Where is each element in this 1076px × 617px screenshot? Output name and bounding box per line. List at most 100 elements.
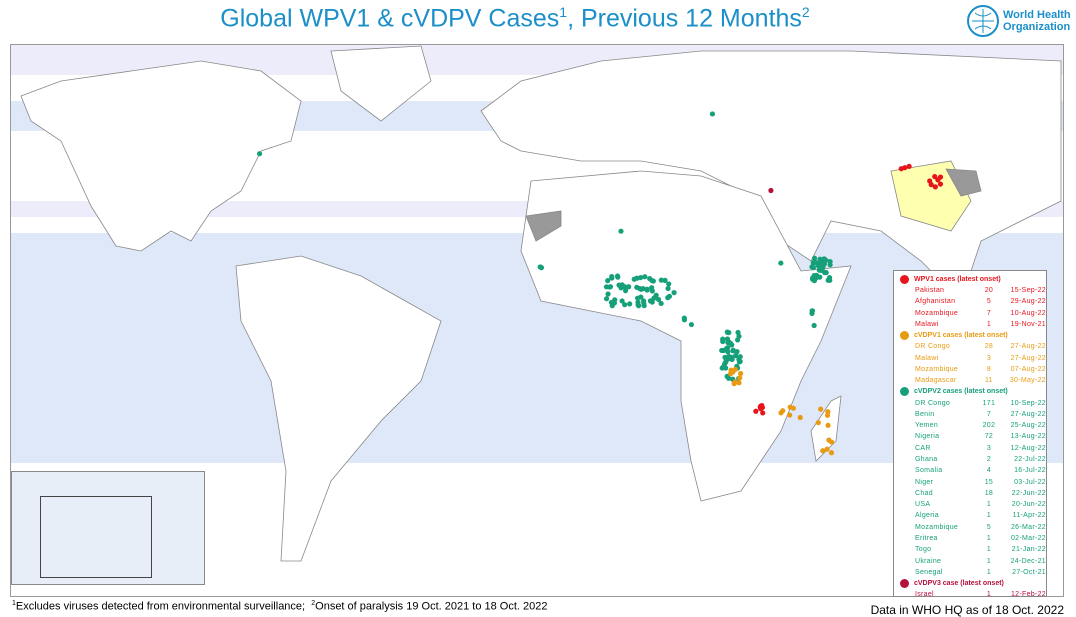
legend-dot-icon [900,275,909,284]
inset-frame [40,496,152,578]
western-sahara [525,210,562,242]
case-count: 1 [986,321,992,329]
page-title: Global WPV1 & cVDPV Cases1, Previous 12 … [0,4,1030,33]
footnote-text2: Onset of paralysis 19 Oct. 2021 to 18 Oc… [315,600,548,613]
legend-row: Togo 1 21-Jan-22 [894,544,1046,555]
latest-onset: 12-Feb-22 [1010,591,1046,599]
nigeria-case-dot [607,284,613,290]
case-count: 18 [984,489,994,497]
legend-row: Madagascar 11 30-May-22 [894,375,1046,386]
latest-onset: 30-May-22 [1009,377,1046,385]
yemen-case-dot [823,269,829,275]
case-count: 4 [986,467,992,475]
case-count: 1 [986,546,992,554]
usa-case-dot [256,151,263,157]
who-emblem-icon [967,5,999,37]
country: Togo [915,546,932,554]
legend-header-text: cVDPV1 cases (latest onset) [914,332,1008,340]
legend-row: Ghana 2 22-Jul-22 [894,454,1046,465]
title-text-2: , Previous 12 Months [567,4,802,33]
nigeria-case-dot [603,296,610,302]
legend: WPV1 cases (latest onset) Pakistan 20 15-Se… [893,270,1047,599]
nigeria-case-dot [636,303,642,309]
nigeria-case-dot [653,292,659,298]
country: DR Congo [915,343,951,351]
latest-onset: 27-Aug-22 [1010,343,1046,351]
case-count: 72 [984,433,994,441]
car-case-dot [681,315,687,321]
pakistan-case-dot [937,181,944,187]
nigeria-case-dot [605,278,611,284]
algeria-case-dot [618,228,624,234]
country: Somalia [915,467,943,475]
latest-onset: 11-Apr-22 [1012,512,1046,520]
madagascar-case-dot [824,412,831,418]
drc-case-dot [728,354,735,360]
nigeria-case-dot [622,302,628,308]
country: Malawi [915,354,939,362]
case-count: 20 [984,287,994,295]
nigeria-case-dot [655,296,662,303]
greenland [330,45,432,122]
mozambique-cvdpv1-dot [797,414,803,421]
yemen-case-dot [817,256,823,262]
latest-onset: 16-Jul-22 [1014,467,1046,475]
drc-case-dot [735,329,741,336]
latest-onset: 13-Aug-22 [1010,433,1046,441]
drc-case-dot [720,347,727,354]
legend-dot-icon [900,387,909,397]
latest-onset: 15-Sep-22 [1010,287,1046,295]
legend-row: Niger 15 03-Jul-22 [894,476,1046,487]
yemen-case-dot [817,264,823,271]
country: Benin [915,410,935,418]
nigeria-case-dot [647,298,654,304]
nigeria-case-dot [665,295,671,301]
drc-cvdpv1-dot [728,371,734,377]
eritrea-case-dot [778,260,784,266]
case-count: 1 [986,535,992,543]
madagascar-case-dot [818,406,824,412]
south-america [235,255,442,562]
nigeria-case-dot [622,288,629,294]
drc-case-dot [733,353,739,359]
nigeria-case-dot [658,300,664,307]
latest-onset: 02-Mar-22 [1010,535,1046,543]
drc-case-dot [730,347,736,353]
case-count: 5 [986,298,992,306]
nigeria-case-dot [611,300,618,306]
country: CAR [915,444,931,452]
mozambique-cvdpv1-dot [787,412,793,418]
nigeria-case-dot [619,298,625,304]
legend-row: Yemen 202 25-Aug-22 [894,420,1046,431]
title-sup2: 2 [801,4,810,20]
madagascar-case-dot [820,448,826,454]
afghanistan-case-dot [902,165,908,171]
nigeria-case-dot [671,290,677,296]
drc-case-dot [726,375,732,381]
data-note: Data in WHO HQ as of 18 Oct. 2022 [870,603,1064,617]
legend-row: Malawi 3 27-Aug-22 [894,352,1046,363]
latest-onset: 22-Jun-22 [1011,489,1046,497]
nigeria-case-dot [626,284,632,290]
country: Algeria [915,512,939,520]
footnote-text1: Excludes viruses detected from environme… [15,600,306,613]
legend-header-text: cVDPV2 cases (latest onset) [914,388,1008,396]
legend-dot-icon [900,579,909,589]
madagascar-case-dot [825,422,831,428]
nigeria-case-dot [616,282,622,288]
nigeria-case-dot [634,275,640,281]
country: Nigeria [915,433,940,441]
mozambique-wpv1-dot [758,403,764,409]
latest-onset: 03-Jul-22 [1014,478,1046,486]
legend-row: CAR 3 12-Aug-22 [894,443,1046,454]
israel-case-dot [768,187,774,194]
nigeria-case-dot [614,273,621,279]
country: Chad [915,489,933,497]
legend-row: DR Congo 28 27-Aug-22 [894,341,1046,352]
nigeria-case-dot [609,275,615,281]
drc-case-dot [723,357,730,363]
country: Ukraine [915,557,942,565]
nigeria-case-dot [627,301,633,307]
somalia-case-dot [809,310,815,316]
nigeria-case-dot [642,274,648,280]
